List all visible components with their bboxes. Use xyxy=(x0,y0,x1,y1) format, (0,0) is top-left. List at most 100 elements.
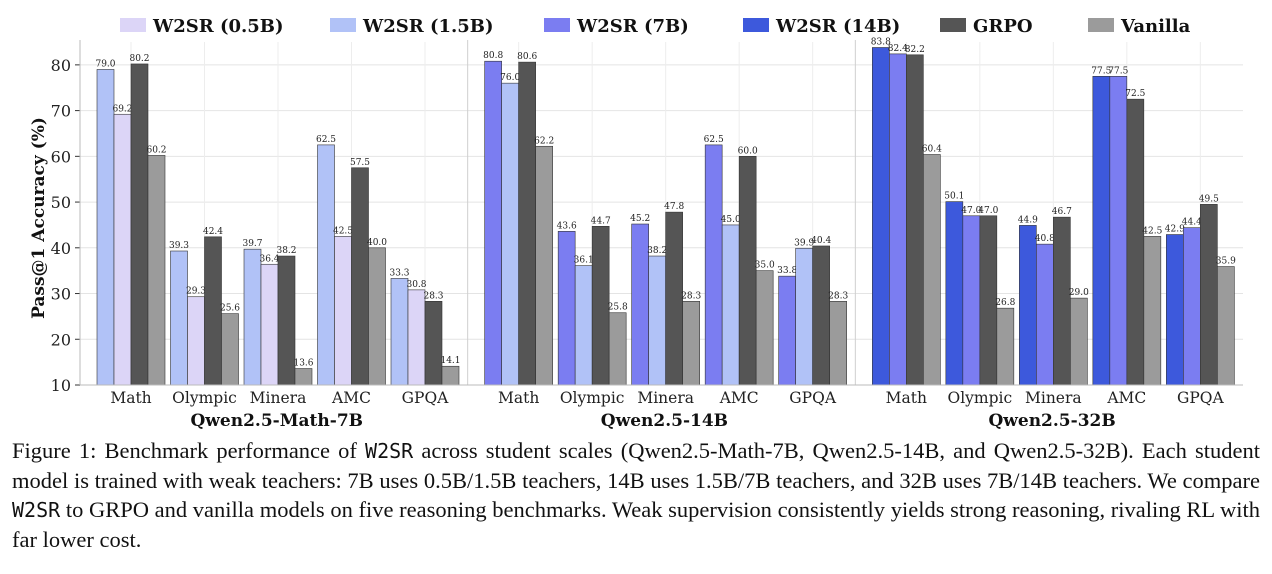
x-tick-label: GPQA xyxy=(402,389,450,407)
bar xyxy=(260,263,279,386)
bar-value-label: 45.0 xyxy=(721,215,741,225)
legend-entry: W2SR (0.5B) xyxy=(120,16,284,37)
bar-value-label: 35.0 xyxy=(755,261,775,271)
bar xyxy=(368,247,386,386)
bar-value-label: 38.2 xyxy=(647,246,667,256)
bar-value-label: 76.0 xyxy=(500,73,520,83)
bar-value-label: 77.5 xyxy=(1108,66,1128,76)
bar xyxy=(535,145,553,386)
bar-value-label: 28.3 xyxy=(681,291,701,301)
bar-value-label: 39.7 xyxy=(242,239,262,249)
bar xyxy=(294,368,313,386)
bar xyxy=(648,255,666,386)
legend-label: W2SR (0.5B) xyxy=(152,16,284,37)
legend-label: W2SR (14B) xyxy=(775,16,900,37)
panel-title: Qwen2.5-14B xyxy=(601,411,728,431)
x-tick-label: Math xyxy=(886,389,927,407)
bar-value-label: 14.1 xyxy=(440,356,460,366)
bar-value-label: 42.9 xyxy=(1165,225,1185,235)
y-tick-label: 10 xyxy=(51,376,71,395)
bar-value-label: 42.4 xyxy=(203,227,223,237)
bar-value-label: 46.7 xyxy=(1052,207,1072,217)
x-tick-label: Minera xyxy=(637,389,694,407)
bar xyxy=(351,167,369,386)
x-tick-label: Minera xyxy=(1025,389,1082,407)
x-tick-label: Math xyxy=(110,389,151,407)
bar xyxy=(187,296,205,386)
bar xyxy=(738,156,757,386)
legend-entry: W2SR (7B) xyxy=(544,16,689,37)
bar-value-label: 33.8 xyxy=(777,266,797,276)
bar xyxy=(1092,76,1111,386)
legend-swatch xyxy=(330,18,356,32)
bar xyxy=(1053,216,1071,386)
bar-value-label: 80.2 xyxy=(129,54,149,64)
bar xyxy=(243,248,262,386)
bar xyxy=(407,289,426,386)
bar xyxy=(1183,227,1201,386)
bar xyxy=(1200,204,1218,386)
bar xyxy=(945,201,964,386)
bar xyxy=(557,231,576,386)
x-tick-label: Olympic xyxy=(560,389,625,407)
bar-value-label: 40.0 xyxy=(367,238,387,248)
figure-caption: Figure 1: Benchmark performance of W2SR … xyxy=(12,436,1260,554)
bar-value-label: 33.3 xyxy=(389,268,409,278)
bar xyxy=(147,155,166,386)
bar xyxy=(682,301,700,386)
legend-swatch xyxy=(940,18,966,32)
bar-value-label: 38.2 xyxy=(276,246,296,256)
bar-value-label: 45.2 xyxy=(630,214,650,224)
bar-value-label: 62.2 xyxy=(534,136,554,146)
benchmark-bar-chart: 79.0 39.3 39.7 62.5 33.3 69.2 29.3 36.4 42.5 30.8… xyxy=(29,16,1243,431)
bar xyxy=(221,313,239,386)
bar xyxy=(608,312,627,386)
caption-text-3: to GRPO and vanilla models on five reaso… xyxy=(12,497,1260,552)
bar-value-label: 80.8 xyxy=(483,51,503,61)
bar-value-label: 60.4 xyxy=(922,145,942,155)
bar-value-label: 42.5 xyxy=(333,226,353,236)
bar xyxy=(277,255,296,386)
bar-value-label: 40.4 xyxy=(811,236,831,246)
caption-method-name-1: W2SR xyxy=(365,439,414,463)
bar-value-label: 36.4 xyxy=(259,254,279,264)
x-tick-label: AMC xyxy=(1106,389,1146,407)
bar-value-label: 42.5 xyxy=(1142,226,1162,236)
bar-value-label: 44.4 xyxy=(1182,218,1202,228)
bar xyxy=(1109,76,1128,386)
bar-value-label: 44.7 xyxy=(591,216,611,226)
x-tick-label: GPQA xyxy=(1177,389,1225,407)
bar xyxy=(721,224,740,386)
bar xyxy=(704,144,723,386)
bar-value-label: 47.8 xyxy=(664,202,684,212)
bar xyxy=(1070,297,1088,386)
axes: 10 20 30 40 50 60 70 80 Math Olympic Minera AMC GPQA… xyxy=(51,40,1243,431)
bar xyxy=(574,265,593,386)
legend-swatch xyxy=(1088,18,1114,32)
bar xyxy=(755,270,774,386)
bar xyxy=(1217,266,1235,386)
x-tick-label: Math xyxy=(498,389,539,407)
bar-value-label: 29.3 xyxy=(186,287,206,297)
y-tick-label: 80 xyxy=(51,56,71,75)
bar-value-label: 72.5 xyxy=(1125,89,1145,99)
x-tick-label: GPQA xyxy=(789,389,837,407)
caption-text-1: Figure 1: Benchmark performance of xyxy=(12,438,366,463)
bar xyxy=(996,307,1015,386)
bar xyxy=(829,301,847,386)
bar xyxy=(484,60,502,386)
bar-value-label: 62.5 xyxy=(316,135,336,145)
bar-value-label: 28.3 xyxy=(828,291,848,301)
bar-value-label: 47.0 xyxy=(961,206,981,216)
bar xyxy=(130,63,149,386)
legend-swatch xyxy=(120,18,146,32)
bar-value-label: 25.6 xyxy=(220,304,240,314)
legend-swatch xyxy=(544,18,570,32)
bar xyxy=(317,144,335,386)
bar-value-label: 57.5 xyxy=(350,158,370,168)
legend: W2SR (0.5B) W2SR (1.5B) W2SR (7B) W2SR (14B… xyxy=(120,16,1191,37)
y-tick-label: 40 xyxy=(51,239,71,258)
bar-value-label: 49.5 xyxy=(1199,194,1219,204)
bar-value-label: 47.0 xyxy=(978,206,998,216)
y-tick-label: 60 xyxy=(51,147,71,166)
